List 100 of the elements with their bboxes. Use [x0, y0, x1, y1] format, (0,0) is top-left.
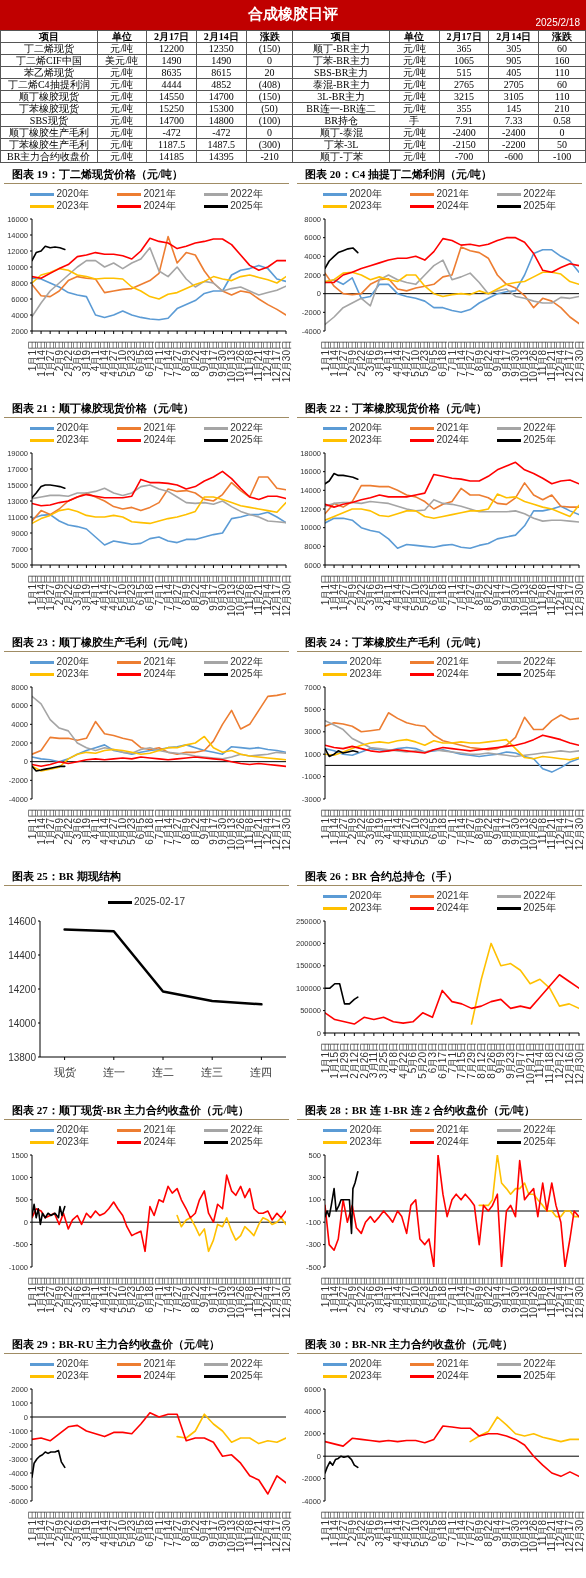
legend-label: 2022年 [523, 890, 556, 901]
text: 元/吨 [402, 151, 426, 162]
x-tick-label: 1月1日 [319, 1276, 331, 1308]
text: 14800 [208, 115, 234, 126]
text: 110 [554, 67, 570, 78]
text: 2765 [454, 79, 475, 90]
text: 丁苯橡胶现货 [18, 103, 79, 114]
x-tick-label: 7月1日 [153, 574, 165, 606]
x-tick-label: 12月17日 [271, 574, 283, 617]
legend-label: 2024年 [436, 668, 469, 679]
text: -600 [504, 151, 523, 162]
x-tick-label: 连一 [102, 1066, 125, 1078]
x-tick-label: 3月11日 [368, 1042, 380, 1078]
x-tick-label: 8月12日 [475, 1042, 487, 1079]
legend-label: 2020年 [349, 1358, 382, 1369]
x-tick-label: 7月1日 [153, 808, 165, 840]
legend-label: 2022年 [523, 188, 556, 199]
x-tick-label: 9月30日 [510, 340, 521, 377]
text: BR主力合约收盘价 [7, 151, 91, 162]
text: SBS-BR主力 [313, 67, 369, 78]
text: -700 [454, 151, 474, 162]
text: -472 [212, 127, 231, 138]
legend-label: 2024年 [143, 200, 176, 211]
x-tick-label: 12月2日 [553, 1042, 565, 1079]
text: 1490 [161, 55, 182, 66]
text: 20 [264, 67, 275, 78]
text: 50 [557, 139, 568, 150]
legend-label: 2021年 [436, 188, 469, 199]
legend-label: 2025年 [523, 1136, 556, 1147]
text: 元/吨 [110, 127, 134, 138]
x-tick-label: 9月30日 [510, 1276, 521, 1313]
chart-title: 图表 20：C4 抽提丁二烯利润（元/吨） [305, 168, 492, 180]
text: 1187.5 [158, 139, 186, 150]
text: (150) [258, 43, 281, 54]
x-tick-label: 12月30日 [280, 1276, 292, 1319]
legend-label: 2024年 [436, 1370, 469, 1381]
text: 元/吨 [402, 103, 426, 114]
text: 顺丁-泰混 [319, 127, 363, 138]
legend-label: 2023年 [349, 1136, 382, 1147]
text: BR持仓 [324, 115, 358, 126]
category-label: 2月14日 [203, 31, 239, 42]
text: 3215 [454, 91, 475, 102]
legend-label: 2021年 [436, 422, 469, 433]
text: 元/吨 [110, 151, 134, 162]
x-tick-label: 9月23日 [505, 1042, 517, 1079]
x-tick-label: 9月30日 [510, 808, 521, 845]
x-tick-label: 12月17日 [271, 808, 283, 851]
x-tick-label: 12月17日 [564, 1276, 576, 1319]
text: 元/吨 [402, 127, 426, 138]
legend-label: 2023年 [349, 434, 382, 445]
text: (300) [258, 139, 281, 150]
legend-label: 2025年 [230, 434, 263, 445]
text: -100 [552, 151, 572, 162]
x-tick-label: 1月1日 [319, 340, 331, 372]
x-tick-label: 6月18日 [437, 1510, 449, 1547]
legend-label: 2025年 [523, 1370, 556, 1381]
text: -2400 [502, 127, 526, 138]
legend-label: 2021年 [436, 890, 469, 901]
x-tick-label: 9月30日 [510, 1510, 521, 1547]
text: 丁苯橡胶生产毛利 [8, 139, 89, 150]
legend-label: 2022年 [230, 1358, 263, 1369]
legend-label: 2025年 [523, 902, 556, 913]
x-tick-label: 2月12日 [348, 1042, 360, 1079]
text: 顺丁橡胶生产毛利 [8, 127, 89, 138]
category-label: 单位 [404, 31, 425, 42]
x-tick-label: 4月1日 [90, 340, 101, 372]
text: BR连一-BR连二 [306, 103, 377, 114]
x-tick-label: 1月1日 [26, 574, 38, 606]
x-tick-label: 12月17日 [564, 1510, 576, 1553]
legend-label: 2025年 [230, 668, 263, 679]
text: -472 [162, 127, 181, 138]
text: 0.58 [553, 115, 571, 126]
legend-label: 2023年 [56, 200, 89, 211]
chart-title: 图表 21：顺丁橡胶现货价格（元/吨） [12, 402, 194, 414]
x-tick-label: 12月30日 [573, 1510, 585, 1553]
chart-title: 图表 28：BR 连 1-BR 连 2 合约收盘价（元/吨） [305, 1104, 535, 1116]
text: 丁二烯现货 [23, 43, 74, 54]
legend-label: 2020年 [349, 188, 382, 199]
text: 1487.5 [207, 139, 236, 150]
x-tick-label: 4月1日 [90, 574, 101, 606]
x-tick-label: 5月20日 [417, 1042, 429, 1079]
legend-label: 2025年 [523, 434, 556, 445]
text: 美元/吨 [105, 55, 139, 66]
text: SBS现货 [29, 115, 68, 126]
text: 210 [554, 103, 570, 114]
text: 元/吨 [110, 115, 134, 126]
legend-label: 2021年 [143, 188, 176, 199]
legend-label: 2024年 [143, 434, 176, 445]
text: 元/吨 [110, 139, 134, 150]
legend-label: 2024年 [436, 1136, 469, 1147]
legend-label: 2020年 [349, 890, 382, 901]
x-tick-label: 连四 [250, 1066, 273, 1078]
legend-label: 2024年 [436, 200, 469, 211]
x-tick-label: 3月25日 [378, 1042, 390, 1079]
x-tick-label: 12月17日 [271, 1276, 283, 1319]
y-tick-label: 14200 [8, 983, 37, 995]
text: (100) [258, 115, 281, 126]
legend-label: 2021年 [143, 422, 176, 433]
x-tick-label: 12月17日 [271, 1510, 283, 1553]
legend-label: 2020年 [56, 188, 89, 199]
